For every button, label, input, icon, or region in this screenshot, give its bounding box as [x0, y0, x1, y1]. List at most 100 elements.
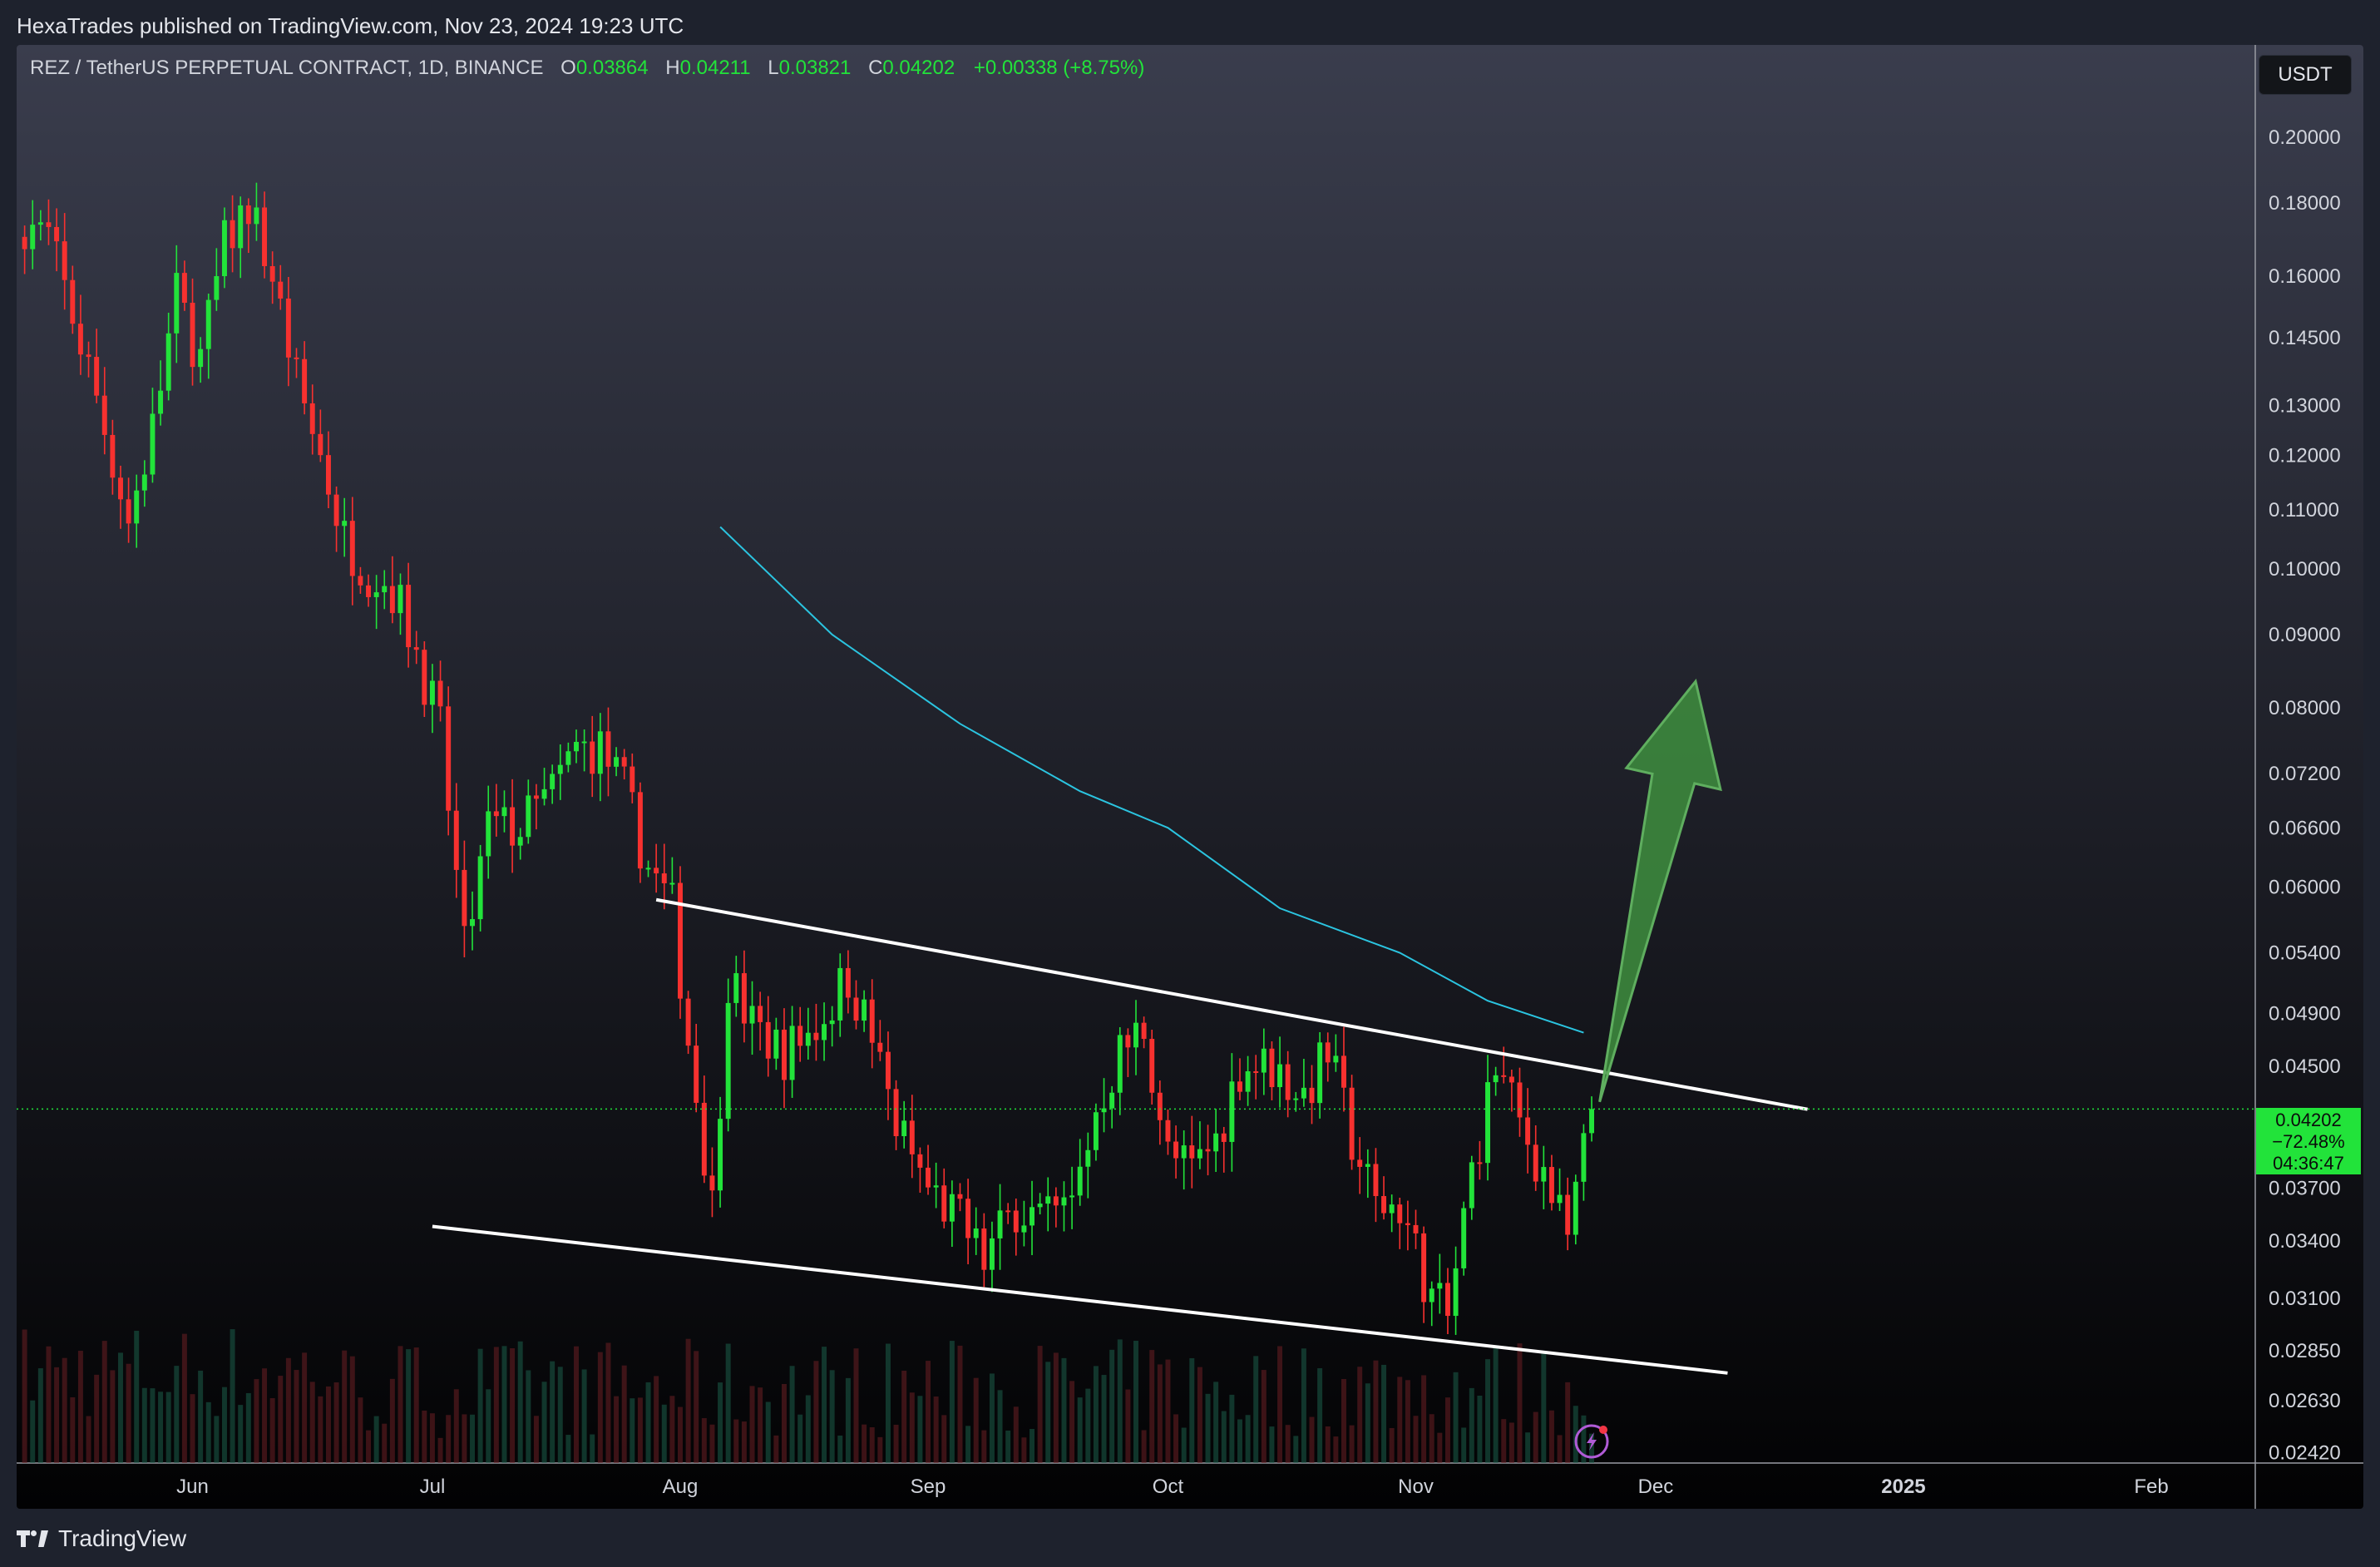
volume-bar	[1149, 1350, 1155, 1463]
candle-body	[1365, 1164, 1370, 1167]
change-value: +0.00338 (+8.75%)	[973, 57, 1145, 79]
volume-bar	[1285, 1425, 1291, 1463]
lightning-icon-badge	[1599, 1426, 1608, 1434]
candle-body	[1045, 1196, 1051, 1204]
candle-body	[1269, 1048, 1275, 1088]
chart-background	[17, 45, 2363, 1509]
volume-bar	[829, 1370, 835, 1463]
candle-body	[694, 1045, 699, 1103]
candle-body	[941, 1185, 947, 1222]
candle-body	[501, 807, 507, 817]
candle-body	[901, 1120, 907, 1136]
volume-bar	[1405, 1380, 1410, 1463]
volume-bar	[1469, 1387, 1474, 1463]
publisher-bar: HexaTrades published on TradingView.com,…	[0, 0, 2380, 45]
candle-body	[709, 1175, 715, 1191]
candle-body	[917, 1154, 923, 1168]
candle-body	[517, 837, 523, 846]
volume-bar	[110, 1370, 116, 1463]
volume-bar	[86, 1416, 91, 1463]
candle-body	[981, 1228, 987, 1270]
volume-bar	[1277, 1346, 1283, 1463]
candle-body	[733, 973, 739, 1003]
candle-body	[758, 1006, 763, 1022]
volume-bar	[725, 1343, 731, 1463]
volume-bar	[901, 1371, 907, 1463]
volume-bar	[597, 1352, 603, 1463]
volume-bar	[1557, 1435, 1563, 1463]
volume-bar	[1181, 1427, 1187, 1463]
candle-body	[550, 774, 555, 789]
volume-bar	[358, 1397, 363, 1463]
volume-bar	[862, 1424, 867, 1463]
candle-body	[718, 1119, 723, 1191]
symbol-title[interactable]: REZ / TetherUS PERPETUAL CONTRACT, 1D, B…	[30, 57, 544, 79]
candle-body	[1213, 1133, 1219, 1152]
candle-body	[333, 494, 339, 526]
candle-body	[1589, 1109, 1594, 1134]
candle-body	[262, 207, 268, 266]
close-value: 0.04202	[882, 57, 955, 79]
volume-bar	[205, 1401, 211, 1463]
candle-body	[781, 1029, 787, 1080]
volume-bar	[605, 1342, 611, 1463]
candle-body	[1013, 1210, 1019, 1233]
volume-bar	[885, 1343, 891, 1463]
volume-bar	[1013, 1406, 1019, 1463]
candle-body	[605, 731, 611, 767]
volume-bar	[134, 1330, 140, 1463]
volume-bar	[1005, 1430, 1011, 1463]
candle-body	[1517, 1082, 1523, 1118]
candle-body	[1293, 1098, 1299, 1100]
volume-bar	[1325, 1426, 1331, 1463]
candle-body	[158, 390, 164, 414]
volume-bar	[853, 1348, 859, 1463]
candle-body	[325, 455, 331, 495]
candle-body	[614, 757, 620, 767]
chart-panel[interactable]: 0.220000.200000.180000.160000.145000.130…	[17, 45, 2363, 1509]
x-tick-label: Aug	[663, 1476, 699, 1498]
low-value: 0.03821	[778, 57, 852, 79]
volume-bar	[1421, 1375, 1427, 1463]
y-tick-label: 0.18000	[2269, 192, 2341, 215]
volume-bar	[46, 1346, 52, 1463]
volume-bar	[630, 1398, 635, 1463]
x-tick-label: Feb	[2134, 1476, 2168, 1498]
candle-body	[877, 1042, 883, 1052]
volume-bar	[1069, 1381, 1075, 1463]
volume-bar	[614, 1396, 620, 1463]
candle-body	[150, 413, 156, 475]
volume-bar	[238, 1405, 244, 1463]
volume-bar	[1301, 1348, 1306, 1463]
volume-bar	[1093, 1366, 1099, 1463]
candle-body	[1077, 1166, 1083, 1196]
volume-bar	[1133, 1340, 1138, 1463]
volume-bar	[1589, 1433, 1594, 1463]
volume-bar	[285, 1357, 291, 1463]
candle-body	[1461, 1208, 1467, 1268]
lightning-icon[interactable]	[1574, 1424, 1609, 1459]
y-tick-label: 0.08000	[2269, 697, 2341, 719]
y-tick-label: 0.04900	[2269, 1002, 2341, 1025]
volume-bar	[214, 1416, 220, 1463]
y-tick-label: 0.05400	[2269, 942, 2341, 965]
price-chart[interactable]: 0.220000.200000.180000.160000.145000.130…	[17, 45, 2363, 1509]
tradingview-brand[interactable]: TradingView	[17, 1522, 186, 1555]
volume-bar	[422, 1410, 427, 1463]
volume-bar	[1053, 1352, 1059, 1463]
volume-bar	[645, 1382, 651, 1463]
candle-body	[1325, 1042, 1331, 1063]
volume-bar	[294, 1370, 299, 1463]
candle-body	[1341, 1055, 1346, 1088]
volume-bar	[813, 1361, 819, 1463]
currency-button[interactable]: USDT	[2259, 55, 2352, 95]
candle-body	[1061, 1197, 1067, 1206]
volume-bar	[1125, 1389, 1131, 1463]
candle-body	[429, 680, 435, 705]
volume-bar	[1117, 1339, 1123, 1463]
candle-body	[893, 1089, 899, 1136]
y-tick-label: 0.03100	[2269, 1288, 2341, 1310]
volume-bar	[1229, 1394, 1235, 1463]
candle-body	[1133, 1022, 1138, 1048]
volume-bar	[1085, 1388, 1091, 1463]
